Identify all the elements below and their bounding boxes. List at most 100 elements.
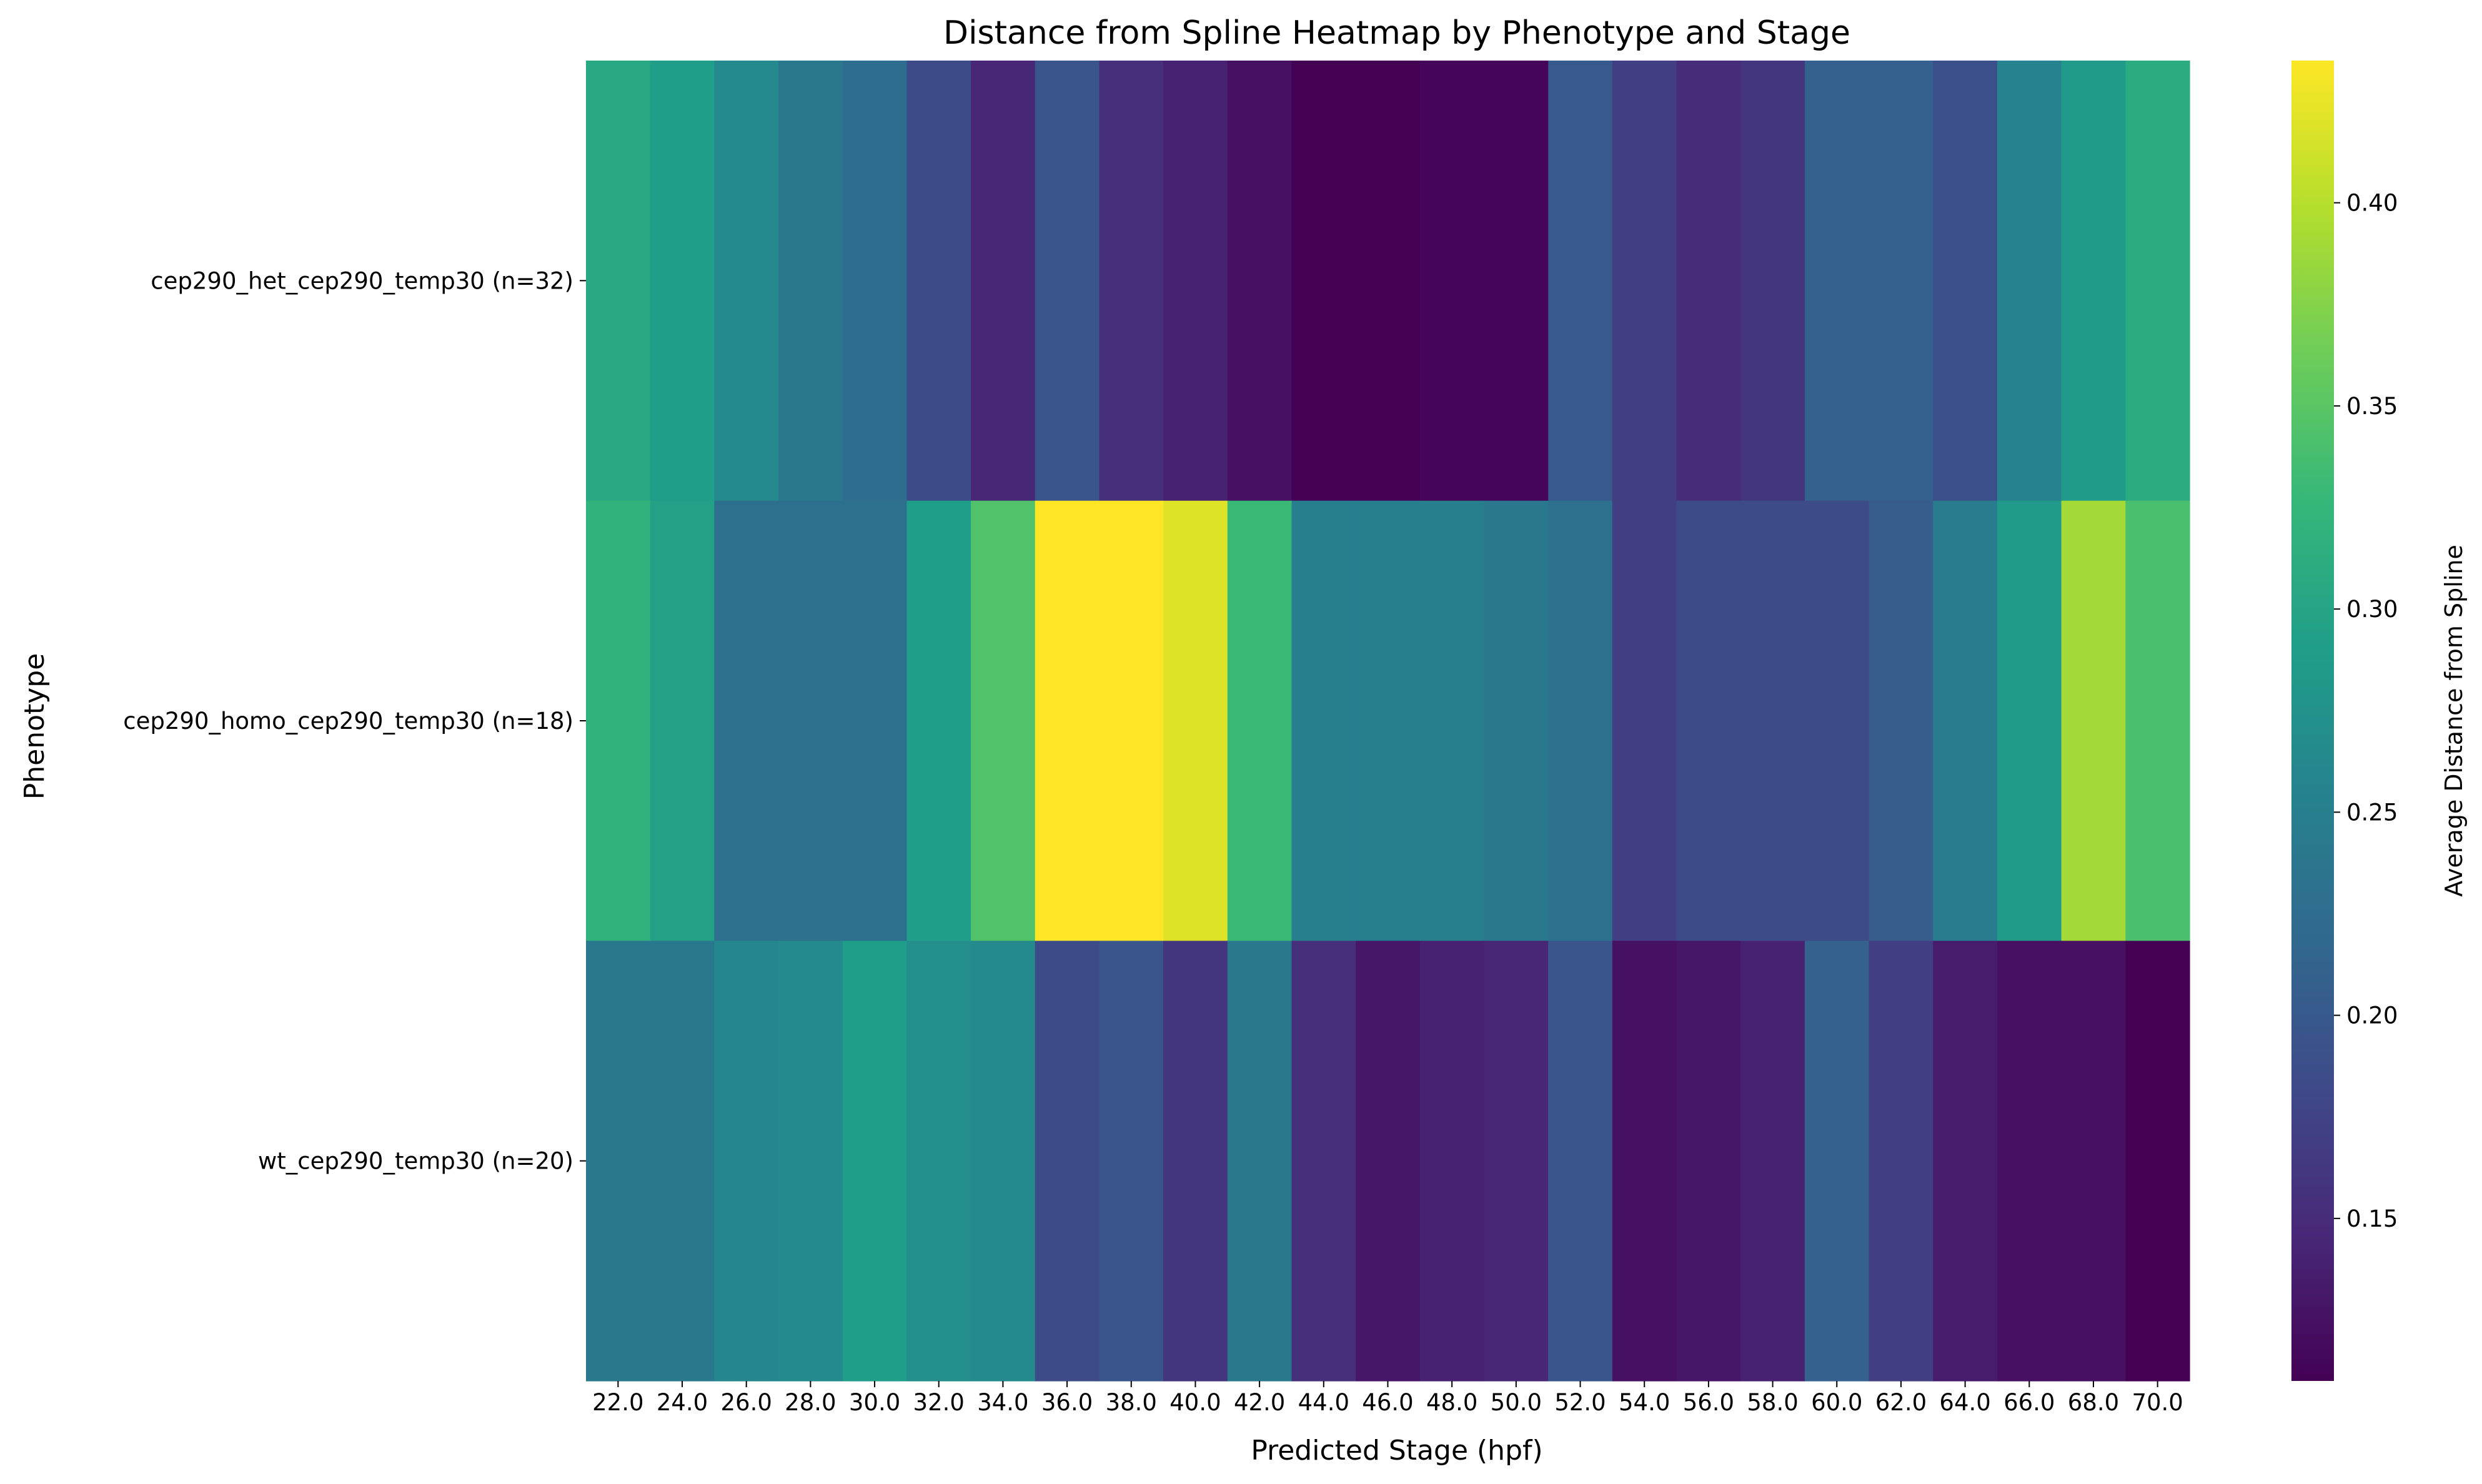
x-tick-label: 44.0 (1298, 1389, 1349, 1416)
heatmap-cell (1612, 941, 1677, 1382)
heatmap-cell (1163, 941, 1228, 1382)
heatmap-cell (906, 941, 971, 1382)
x-tick-label: 52.0 (1554, 1389, 1606, 1416)
x-tick-label: 28.0 (785, 1389, 836, 1416)
heatmap-cell (1740, 500, 1805, 941)
x-tick-label: 64.0 (1939, 1389, 1990, 1416)
colorbar-tick-label: 0.25 (2346, 799, 2398, 826)
x-axis-ticks: 22.0 24.0 26.0 28.0 30.0 32.0 34.0 36.0 38.0 40.0… (592, 1381, 2183, 1416)
heatmap-cell (650, 500, 715, 941)
heatmap-cell (2061, 61, 2126, 502)
x-tick-label: 30.0 (849, 1389, 900, 1416)
heatmap-cell (778, 941, 843, 1382)
heatmap-cell (1484, 61, 1549, 502)
heatmap-cell (1356, 61, 1421, 502)
heatmap-cell (1612, 500, 1677, 941)
heatmap-cell (778, 61, 843, 502)
x-tick-label: 22.0 (592, 1389, 643, 1416)
heatmap-cell (1933, 500, 1998, 941)
chart-title: Distance from Spline Heatmap by Phenotyp… (943, 14, 1850, 52)
heatmap-cell (842, 61, 907, 502)
heatmap-cell (1933, 941, 1998, 1382)
heatmap-cell (714, 500, 779, 941)
heatmap-cell (1740, 61, 1805, 502)
heatmap-cell (586, 61, 651, 502)
heatmap-cell (1035, 500, 1100, 941)
heatmap-cell (1227, 500, 1293, 941)
heatmap-cell (1356, 500, 1421, 941)
heatmap-cell (1548, 500, 1613, 941)
y-tick-label: wt_cep290_temp30 (n=20) (258, 1148, 573, 1175)
heatmap-cell (1419, 941, 1485, 1382)
heatmap-cell (1099, 61, 1164, 502)
colorbar-tick-label: 0.35 (2346, 393, 2398, 420)
heatmap-cell (1676, 61, 1741, 502)
heatmap-cell (842, 941, 907, 1382)
x-tick-label: 62.0 (1875, 1389, 1927, 1416)
x-tick-label: 42.0 (1234, 1389, 1285, 1416)
heatmap-cell (2061, 941, 2126, 1382)
x-tick-label: 34.0 (977, 1389, 1028, 1416)
colorbar-tick-label: 0.15 (2346, 1205, 2398, 1232)
heatmap-cell (1163, 500, 1228, 941)
y-axis-label: Phenotype (19, 653, 51, 800)
heatmap-cell (1804, 500, 1870, 941)
x-tick-label: 40.0 (1169, 1389, 1221, 1416)
heatmap-cell (971, 61, 1036, 502)
heatmap-cell (1291, 61, 1356, 502)
heatmap-cell (1869, 500, 1933, 941)
heatmap-cell (1997, 941, 2062, 1382)
x-tick-label: 38.0 (1106, 1389, 1157, 1416)
x-tick-label: 54.0 (1619, 1389, 1670, 1416)
heatmap-cell (971, 500, 1036, 941)
x-tick-label: 56.0 (1683, 1389, 1734, 1416)
heatmap-cell (1163, 61, 1228, 502)
heatmap-cell (1291, 941, 1356, 1382)
colorbar (2291, 61, 2334, 1381)
heatmap-cell (1099, 941, 1164, 1382)
heatmap-cell (778, 500, 843, 941)
heatmap-cell (714, 61, 779, 502)
heatmap-cell (586, 500, 651, 941)
heatmap-cell (1933, 61, 1998, 502)
heatmap-cell (906, 500, 971, 941)
heatmap-cell (2125, 61, 2190, 502)
heatmap-cell (971, 941, 1036, 1382)
x-tick-label: 46.0 (1362, 1389, 1413, 1416)
x-tick-label: 36.0 (1041, 1389, 1093, 1416)
heatmap-cell (2125, 941, 2190, 1382)
heatmap-cell (1676, 941, 1741, 1382)
heatmap-cell (714, 941, 779, 1382)
heatmap-cell (1997, 500, 2062, 941)
x-tick-label: 50.0 (1491, 1389, 1542, 1416)
heatmap-cell (1740, 941, 1805, 1382)
heatmap-cell (1548, 941, 1613, 1382)
x-tick-label: 60.0 (1811, 1389, 1862, 1416)
heatmap-cell (1356, 941, 1421, 1382)
heatmap-cell (1227, 941, 1293, 1382)
heatmap-cell (1035, 941, 1100, 1382)
y-tick-label: cep290_het_cep290_temp30 (n=32) (151, 267, 573, 294)
y-axis-ticks: cep290_het_cep290_temp30 (n=32) cep290_ho… (123, 267, 586, 1175)
heatmap-cell (1419, 61, 1485, 502)
heatmap-cell (1869, 61, 1933, 502)
heatmap-cell (1227, 61, 1293, 502)
heatmap-cell (1484, 941, 1549, 1382)
heatmap-cell (1035, 61, 1100, 502)
x-tick-label: 26.0 (721, 1389, 772, 1416)
heatmap-cell (1612, 61, 1677, 502)
x-tick-label: 32.0 (913, 1389, 965, 1416)
x-tick-label: 66.0 (2003, 1389, 2055, 1416)
x-tick-label: 58.0 (1747, 1389, 1798, 1416)
x-axis-label: Predicted Stage (hpf) (1251, 1435, 1542, 1467)
x-tick-label: 70.0 (2132, 1389, 2183, 1416)
x-tick-label: 24.0 (657, 1389, 708, 1416)
heatmap-cell (1869, 941, 1933, 1382)
colorbar-tick-label: 0.30 (2346, 596, 2398, 623)
heatmap-cell (1484, 500, 1549, 941)
heatmap-cell (1548, 61, 1613, 502)
heatmap-cell (650, 61, 715, 502)
heatmap-cell (586, 941, 651, 1382)
